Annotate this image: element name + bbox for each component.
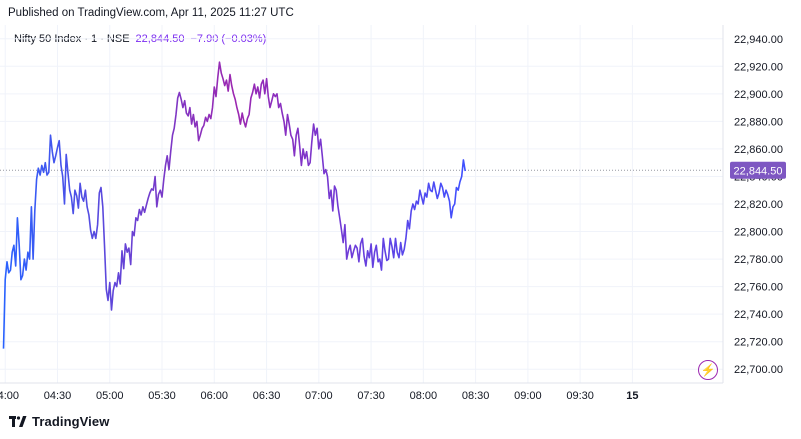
y-tick-label: 22,820.00 xyxy=(734,199,783,211)
x-tick-label: 05:30 xyxy=(148,390,176,402)
chart-grid xyxy=(0,25,723,383)
y-tick-label: 22,860.00 xyxy=(734,144,783,156)
y-tick-label: 22,780.00 xyxy=(734,254,783,266)
last-price-tag: 22,844.50 xyxy=(730,161,786,179)
price-axis[interactable]: 22,700.00 22,720.00 22,740.00 22,760.00 22,7… xyxy=(734,34,783,376)
y-tick-label: 22,760.00 xyxy=(734,282,783,294)
x-tick-label: 07:00 xyxy=(305,390,333,402)
x-tick-label: 09:30 xyxy=(566,390,594,402)
y-tick-label: 22,940.00 xyxy=(734,34,783,46)
y-tick-label: 22,920.00 xyxy=(734,61,783,73)
y-tick-label: 22,740.00 xyxy=(734,309,783,321)
x-tick-label: 08:30 xyxy=(462,390,490,402)
x-tick-label: 08:00 xyxy=(410,390,438,402)
x-tick-label: 04:30 xyxy=(44,390,72,402)
x-tick-label: 06:00 xyxy=(201,390,229,402)
x-tick-label: 07:30 xyxy=(357,390,385,402)
y-tick-label: 22,800.00 xyxy=(734,227,783,239)
x-tick-label: 05:00 xyxy=(96,390,124,402)
x-tick-label: 09:00 xyxy=(514,390,542,402)
price-series-line xyxy=(2,61,466,349)
x-tick-label: 04:00 xyxy=(0,390,19,402)
published-caption: Published on TradingView.com, Apr 11, 20… xyxy=(8,7,294,19)
brand-name: TradingView xyxy=(32,414,110,429)
y-tick-label: 22,880.00 xyxy=(734,116,783,128)
time-axis[interactable]: 04:00 04:30 05:00 05:30 06:00 06:30 07:00 07:30… xyxy=(0,390,639,402)
tradingview-logo[interactable]: TradingView xyxy=(9,414,109,429)
tradingview-logo-icon xyxy=(9,415,27,427)
y-tick-label: 22,900.00 xyxy=(734,89,783,101)
x-tick-label: 15 xyxy=(626,390,638,402)
x-tick-label: 06:30 xyxy=(253,390,281,402)
flash-news-icon[interactable]: ⚡ xyxy=(698,360,718,380)
last-price-tag-text: 22,844.50 xyxy=(734,165,783,177)
y-tick-label: 22,720.00 xyxy=(734,337,783,349)
y-tick-label: 22,700.00 xyxy=(734,364,783,376)
